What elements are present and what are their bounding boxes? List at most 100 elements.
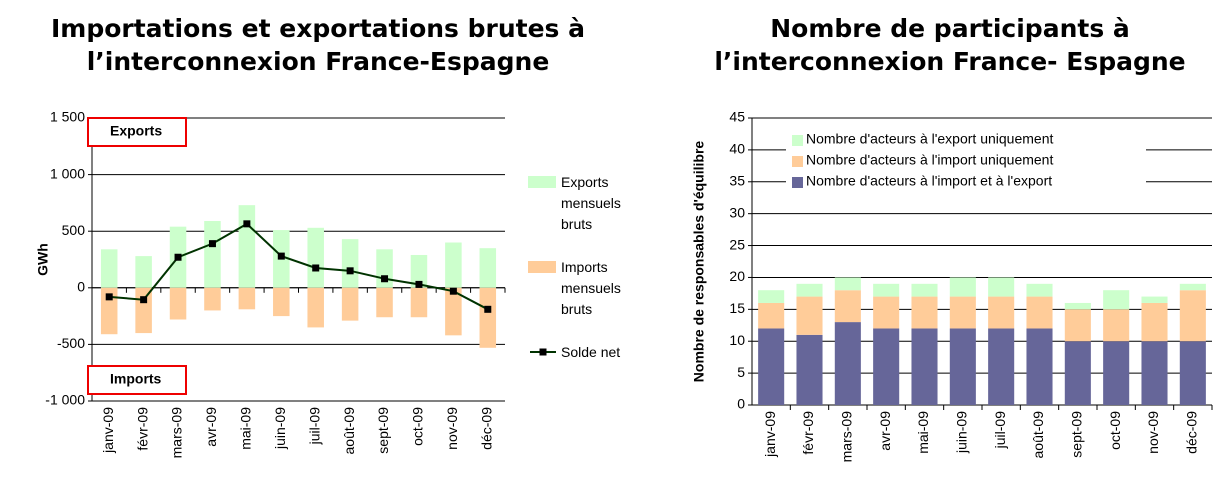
line — [109, 222, 489, 311]
x-tick-label: oct-09 — [1107, 411, 1123, 450]
marker — [381, 275, 389, 283]
bar-segment — [911, 296, 938, 329]
annotation: Exports — [110, 123, 162, 139]
bar — [445, 287, 462, 336]
marker — [277, 252, 285, 260]
x-tick-label: avr-09 — [203, 407, 219, 447]
chart-title: l’interconnexion France- Espagne — [714, 47, 1185, 76]
chart-title: Importations et exportations brutes à — [51, 14, 585, 43]
marker — [105, 293, 113, 301]
bar — [204, 287, 221, 311]
x-tick-label: janv-09 — [762, 411, 778, 458]
bar-segment — [1103, 309, 1130, 342]
x-tick-label: mai-09 — [238, 407, 254, 450]
marker — [140, 296, 148, 304]
legend-label: Solde net — [561, 344, 621, 360]
bar-segment — [873, 328, 900, 405]
x-tick-label: avr-09 — [877, 411, 893, 451]
bar — [445, 242, 462, 288]
bar — [238, 205, 256, 288]
bar-segment — [796, 334, 823, 405]
y-tick-label: 10 — [729, 332, 745, 348]
x-tick-label: nov-09 — [444, 407, 460, 450]
bar — [100, 287, 118, 335]
bar-segment — [1179, 341, 1206, 405]
y-tick-label: 35 — [729, 172, 745, 188]
y-tick-label: 25 — [729, 236, 745, 252]
annotation-box — [87, 365, 187, 395]
bar-segment — [949, 277, 976, 297]
bar-segment — [1179, 290, 1206, 342]
bar — [376, 287, 393, 318]
bar-segment — [988, 296, 1015, 329]
bar-segment — [1026, 283, 1053, 297]
bar-segment — [758, 302, 785, 329]
bar-segment — [911, 328, 938, 405]
chart-title: l’interconnexion France-Espagne — [87, 47, 550, 76]
bar — [410, 254, 428, 288]
legend-marker — [539, 348, 547, 356]
x-tick-label: déc-09 — [478, 407, 494, 450]
x-tick-label: août-09 — [1030, 411, 1046, 459]
bar-segment — [988, 277, 1015, 297]
annotation: Imports — [110, 371, 162, 387]
y-tick-label: 0 — [77, 279, 85, 295]
x-tick-label: mai-09 — [915, 411, 931, 454]
bar — [307, 227, 324, 288]
legend-swatch — [528, 176, 556, 188]
bar-segment — [1103, 341, 1130, 405]
x-tick-label: févr-09 — [134, 407, 150, 451]
bar-segment — [834, 277, 861, 291]
bar-segment — [1141, 302, 1168, 342]
bar — [169, 287, 187, 320]
x-tick-label: oct-09 — [410, 407, 426, 446]
legend-label: Nombre d'acteurs à l'import et à l'expor… — [806, 173, 1052, 189]
y-tick-label: 0 — [737, 396, 745, 412]
x-tick-label: juin-09 — [954, 411, 970, 454]
y-tick-label: 30 — [729, 204, 745, 220]
x-tick-label: août-09 — [341, 407, 357, 455]
bar-segment — [1064, 341, 1091, 405]
bar — [479, 287, 497, 348]
bar-segment — [949, 328, 976, 405]
legend-swatch — [792, 135, 803, 146]
x-tick-label: mars-09 — [839, 411, 855, 463]
y-tick-label: 1 500 — [50, 109, 85, 125]
bar-segment — [1026, 296, 1053, 329]
x-tick-label: nov-09 — [1145, 411, 1161, 454]
legend-swatch — [792, 177, 803, 188]
x-tick-label: juin-09 — [272, 407, 288, 450]
bar-segment — [1103, 290, 1130, 310]
bar-segment — [796, 296, 823, 335]
bar — [100, 249, 118, 288]
legend-swatch — [528, 261, 556, 273]
marker — [174, 253, 182, 261]
x-tick-label: sept-09 — [375, 407, 391, 454]
bar-segment — [911, 283, 938, 297]
bar — [238, 287, 256, 310]
chart-title: Nombre de participants à — [770, 14, 1130, 43]
bar-segment — [834, 290, 861, 323]
y-tick-label: 40 — [729, 141, 745, 157]
y-tick-label: 5 — [737, 364, 745, 380]
y-tick-label: 1 000 — [50, 165, 85, 181]
bar-segment — [873, 283, 900, 297]
bar — [307, 287, 324, 328]
marker — [415, 280, 423, 288]
y-tick-label: -1 000 — [45, 392, 85, 408]
y-tick-label: -500 — [57, 335, 85, 351]
x-tick-label: janv-09 — [100, 407, 116, 454]
bar-segment — [1141, 341, 1168, 405]
legend-label: Nombre d'acteurs à l'export uniquement — [806, 131, 1053, 147]
bar-segment — [796, 283, 823, 297]
bar — [341, 287, 359, 321]
marker — [346, 267, 354, 275]
bar-segment — [1026, 328, 1053, 405]
x-tick-label: févr-09 — [800, 411, 816, 455]
bar-segment — [1064, 309, 1091, 342]
marker — [243, 220, 251, 228]
bar-segment — [873, 296, 900, 329]
legend-swatch — [792, 156, 803, 167]
legend-label: Imports mensuels bruts — [561, 259, 621, 317]
